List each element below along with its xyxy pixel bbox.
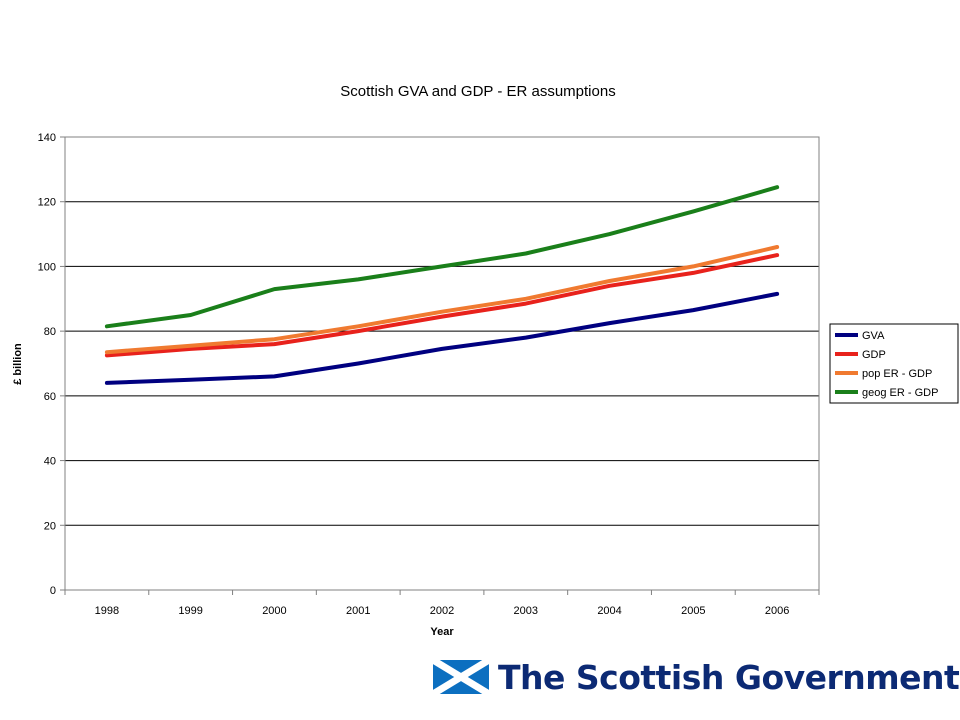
saltire-flag-icon — [433, 660, 489, 694]
x-tick-label: 2000 — [262, 605, 286, 617]
x-tick-label: 1998 — [95, 605, 119, 617]
legend-box — [829, 323, 959, 404]
legend-entry: GDP — [862, 349, 886, 361]
chart-title: Scottish GVA and GDP - ER assumptions — [340, 83, 615, 100]
x-tick-label: 2006 — [765, 605, 789, 617]
y-tick-label: 140 — [38, 132, 56, 144]
y-axis: 0 20 40 60 80 100 120 140 — [38, 132, 65, 597]
series-line — [104, 245, 780, 355]
x-tick-label: 2003 — [514, 605, 538, 617]
series-line — [104, 291, 780, 385]
y-tick-label: 40 — [44, 456, 56, 468]
series-line — [104, 253, 780, 358]
y-tick-label: 0 — [50, 585, 56, 597]
series-lines — [104, 185, 780, 385]
plot-area — [64, 136, 820, 591]
y-tick-label: 120 — [38, 197, 56, 209]
y-tick-label: 20 — [44, 520, 56, 532]
scottish-government-logo: The Scottish Government — [433, 656, 960, 698]
x-tick-label: 1999 — [178, 605, 202, 617]
x-axis: 1998 1999 2000 2001 2002 2003 2004 2005 2006 — [64, 590, 820, 617]
x-tick-label: 2005 — [681, 605, 705, 617]
series-line — [104, 185, 780, 329]
gridlines — [65, 201, 819, 526]
legend-entry: pop ER - GDP — [862, 368, 932, 380]
x-tick-label: 2001 — [346, 605, 370, 617]
y-tick-label: 80 — [44, 326, 56, 338]
x-tick-label: 2004 — [597, 605, 621, 617]
x-axis-label: Year — [430, 626, 454, 638]
legend-entry: GVA — [862, 330, 885, 342]
logo-text: The Scottish Government — [498, 657, 960, 697]
y-tick-label: 100 — [38, 261, 56, 273]
legend-entry: geog ER - GDP — [862, 387, 938, 399]
y-tick-label: 60 — [44, 391, 56, 403]
x-tick-label: 2002 — [430, 605, 454, 617]
legend: GVA GDP pop ER - GDP geog ER - GDP — [829, 323, 959, 404]
y-axis-label: £ billion — [12, 343, 24, 385]
